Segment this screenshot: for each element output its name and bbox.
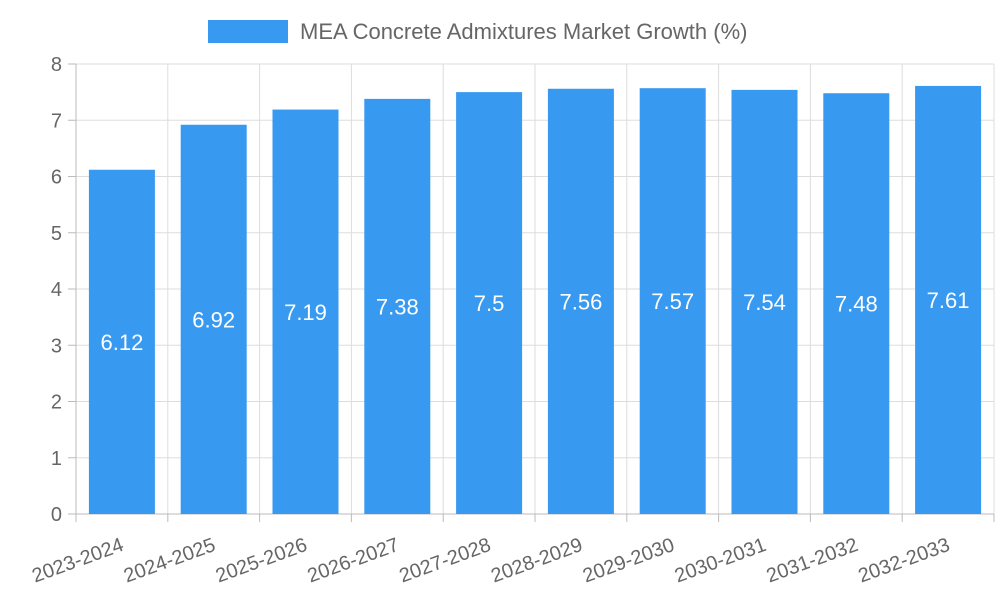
x-tick-label: 2031-2032 bbox=[764, 534, 861, 587]
legend-label: MEA Concrete Admixtures Market Growth (%… bbox=[300, 19, 747, 44]
x-tick-label: 2029-2030 bbox=[580, 534, 677, 587]
data-label: 7.19 bbox=[284, 300, 327, 325]
bar bbox=[639, 88, 706, 514]
y-tick-label: 2 bbox=[51, 392, 62, 414]
bar bbox=[456, 92, 523, 514]
x-tick-label: 2032-2033 bbox=[855, 534, 952, 587]
data-label: 7.5 bbox=[474, 291, 505, 316]
x-tick-label: 2024-2025 bbox=[121, 534, 218, 587]
x-tick-label: 2026-2027 bbox=[305, 534, 402, 587]
x-tick-label: 2025-2026 bbox=[213, 534, 310, 587]
y-axis: 0 1 2 3 4 5 6 7 8 bbox=[51, 54, 76, 526]
x-tick-label: 2027-2028 bbox=[396, 534, 493, 587]
bar bbox=[823, 93, 890, 514]
data-label: 6.92 bbox=[192, 307, 235, 332]
bar bbox=[364, 98, 431, 514]
bar bbox=[180, 124, 247, 514]
x-tick-label: 2023-2024 bbox=[29, 534, 126, 587]
y-tick-label: 7 bbox=[51, 110, 62, 132]
y-tick-label: 0 bbox=[51, 504, 62, 526]
bar bbox=[547, 88, 614, 514]
bar bbox=[731, 89, 798, 514]
data-label: 7.54 bbox=[743, 290, 786, 315]
legend-swatch bbox=[208, 20, 288, 43]
x-tick-label: 2030-2031 bbox=[672, 534, 769, 587]
legend: MEA Concrete Admixtures Market Growth (%… bbox=[208, 19, 747, 44]
data-label: 7.56 bbox=[559, 289, 602, 314]
bar bbox=[915, 85, 982, 514]
bar bbox=[272, 109, 339, 514]
y-tick-label: 8 bbox=[51, 54, 62, 76]
y-tick-label: 6 bbox=[51, 167, 62, 189]
x-axis: 2023-20242024-20252025-20262026-20272027… bbox=[29, 514, 995, 587]
y-tick-label: 1 bbox=[51, 448, 62, 470]
data-labels: 6.12 6.92 7.19 7.38 7.5 7.56 7.57 7.54 7.48 7.61 bbox=[100, 288, 969, 355]
data-label: 7.57 bbox=[651, 289, 694, 314]
data-label: 7.38 bbox=[376, 294, 419, 319]
x-tick-label: 2028-2029 bbox=[488, 534, 585, 587]
y-tick-label: 5 bbox=[51, 223, 62, 245]
bar bbox=[88, 169, 155, 514]
y-tick-label: 4 bbox=[51, 279, 62, 301]
data-label: 7.48 bbox=[835, 292, 878, 317]
data-label: 6.12 bbox=[100, 330, 143, 355]
bars bbox=[88, 85, 982, 514]
data-label: 7.61 bbox=[927, 288, 970, 313]
y-tick-label: 3 bbox=[51, 335, 62, 357]
